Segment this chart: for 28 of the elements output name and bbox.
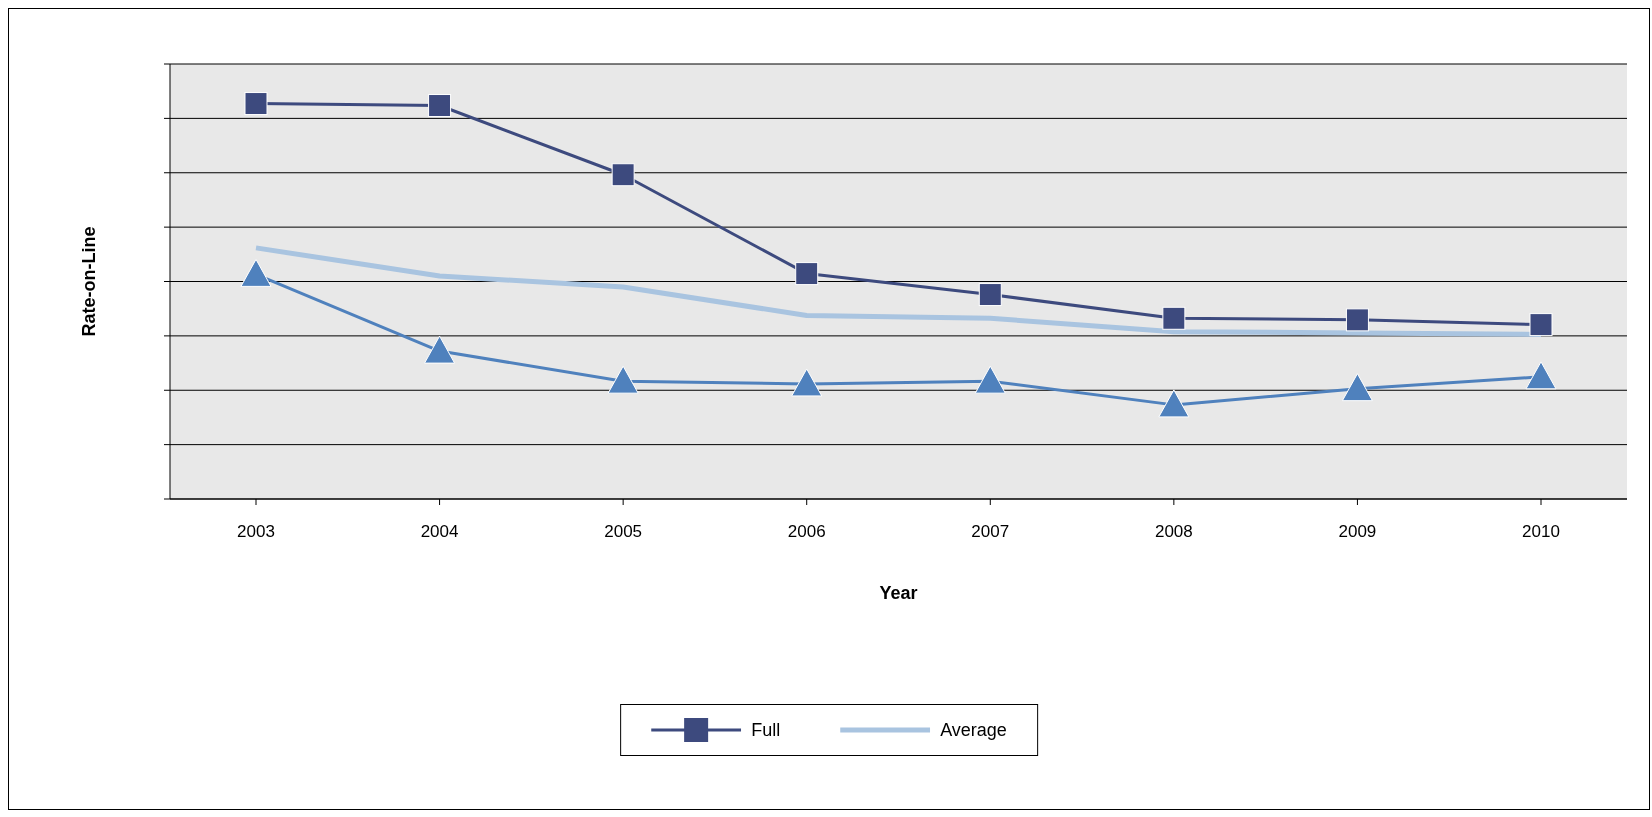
- x-tick-label: 2006: [787, 522, 826, 542]
- point: [1341, 373, 1373, 402]
- point: [428, 94, 452, 118]
- legend-label: Average: [940, 719, 1007, 741]
- x-tick-label: 2003: [237, 522, 275, 542]
- legend-label: Full: [751, 719, 781, 741]
- point: [611, 163, 635, 187]
- x-tick-label: 2005: [604, 522, 643, 542]
- x-tick-label: 2004: [420, 522, 459, 542]
- x-tick-label: 2009: [1338, 522, 1377, 542]
- point: [1158, 389, 1190, 418]
- point: [1162, 306, 1186, 330]
- point: [1345, 308, 1369, 332]
- x-axis-title: Year: [879, 583, 918, 603]
- point: [791, 368, 823, 397]
- point: [1529, 313, 1553, 337]
- point: [795, 262, 819, 286]
- point: [424, 335, 456, 364]
- point: [974, 365, 1006, 394]
- y-axis-title: Rate-on-Line: [79, 226, 100, 337]
- point: [240, 258, 272, 287]
- x-tick-label: 2007: [971, 522, 1010, 542]
- point: [607, 365, 639, 394]
- x-tick-label: 2008: [1154, 522, 1193, 542]
- point: [1525, 361, 1557, 390]
- point: [244, 92, 268, 116]
- x-tick-label: 2010: [1522, 522, 1560, 542]
- point: [978, 283, 1002, 307]
